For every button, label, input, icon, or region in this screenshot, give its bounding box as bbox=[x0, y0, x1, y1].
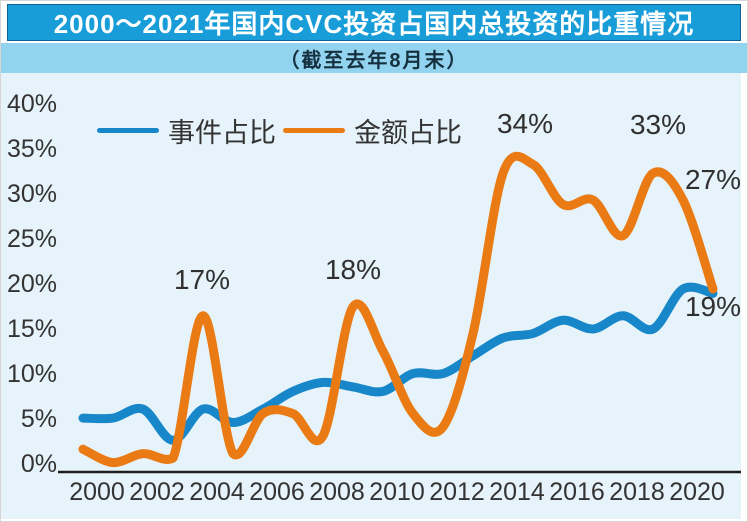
legend-label-event: 事件占比 bbox=[168, 117, 276, 148]
title-bar: 2000～2021年国内CVC投资占国内总投资的比重情况 bbox=[7, 4, 741, 41]
plot-background bbox=[1, 73, 741, 519]
y-axis-label: 15% bbox=[7, 315, 57, 343]
legend: 事件占比 金额占比 bbox=[97, 114, 462, 148]
data-point-label: 17% bbox=[174, 264, 230, 295]
x-axis-label: 2014 bbox=[489, 478, 545, 506]
x-axis-label: 2010 bbox=[369, 478, 425, 506]
subtitle-band: （截至去年8月末） bbox=[1, 43, 747, 73]
y-axis-label: 40% bbox=[7, 90, 57, 118]
x-axis-label: 2002 bbox=[129, 478, 185, 506]
x-axis-label: 2006 bbox=[249, 478, 305, 506]
y-axis-label: 30% bbox=[7, 180, 57, 208]
chart-title: 2000～2021年国内CVC投资占国内总投资的比重情况 bbox=[53, 9, 695, 39]
amount-line-swatch-icon bbox=[283, 127, 345, 133]
plot-area: 0% 5% 10% 15% 20% 25% 30% 35% 40% 2000 2002 2004 200… bbox=[1, 73, 747, 521]
y-axis-label: 20% bbox=[7, 270, 57, 298]
y-axis-label: 25% bbox=[7, 225, 57, 253]
data-point-label: 27% bbox=[685, 164, 741, 195]
x-axis-label: 2020 bbox=[669, 478, 725, 506]
x-axis-label: 2000 bbox=[69, 478, 125, 506]
event-line-swatch-icon bbox=[97, 127, 159, 133]
y-axis-label: 10% bbox=[7, 360, 57, 388]
y-axis-label: 5% bbox=[21, 405, 57, 433]
x-axis-label: 2016 bbox=[549, 478, 605, 506]
legend-item-event: 事件占比 bbox=[97, 111, 276, 150]
data-point-label: 18% bbox=[325, 254, 381, 285]
x-axis-label: 2012 bbox=[429, 478, 485, 506]
legend-label-amount: 金额占比 bbox=[354, 117, 462, 148]
amount-series-line bbox=[78, 151, 718, 468]
chart-svg: 0%5%10%15%20%25%30%35%40%2000 2002 2004 200… bbox=[1, 73, 741, 519]
y-axis-label: 0% bbox=[21, 450, 57, 478]
chart-subtitle: （截至去年8月末） bbox=[279, 49, 469, 72]
data-point-label: 19% bbox=[685, 291, 741, 322]
legend-item-amount: 金额占比 bbox=[283, 111, 462, 150]
data-point-label: 34% bbox=[497, 108, 553, 139]
y-axis-label: 35% bbox=[7, 135, 57, 163]
data-point-label: 33% bbox=[630, 109, 686, 140]
x-axis-label: 2004 bbox=[189, 478, 245, 506]
x-axis-label: 2018 bbox=[609, 478, 665, 506]
x-axis-label: 2008 bbox=[309, 478, 365, 506]
